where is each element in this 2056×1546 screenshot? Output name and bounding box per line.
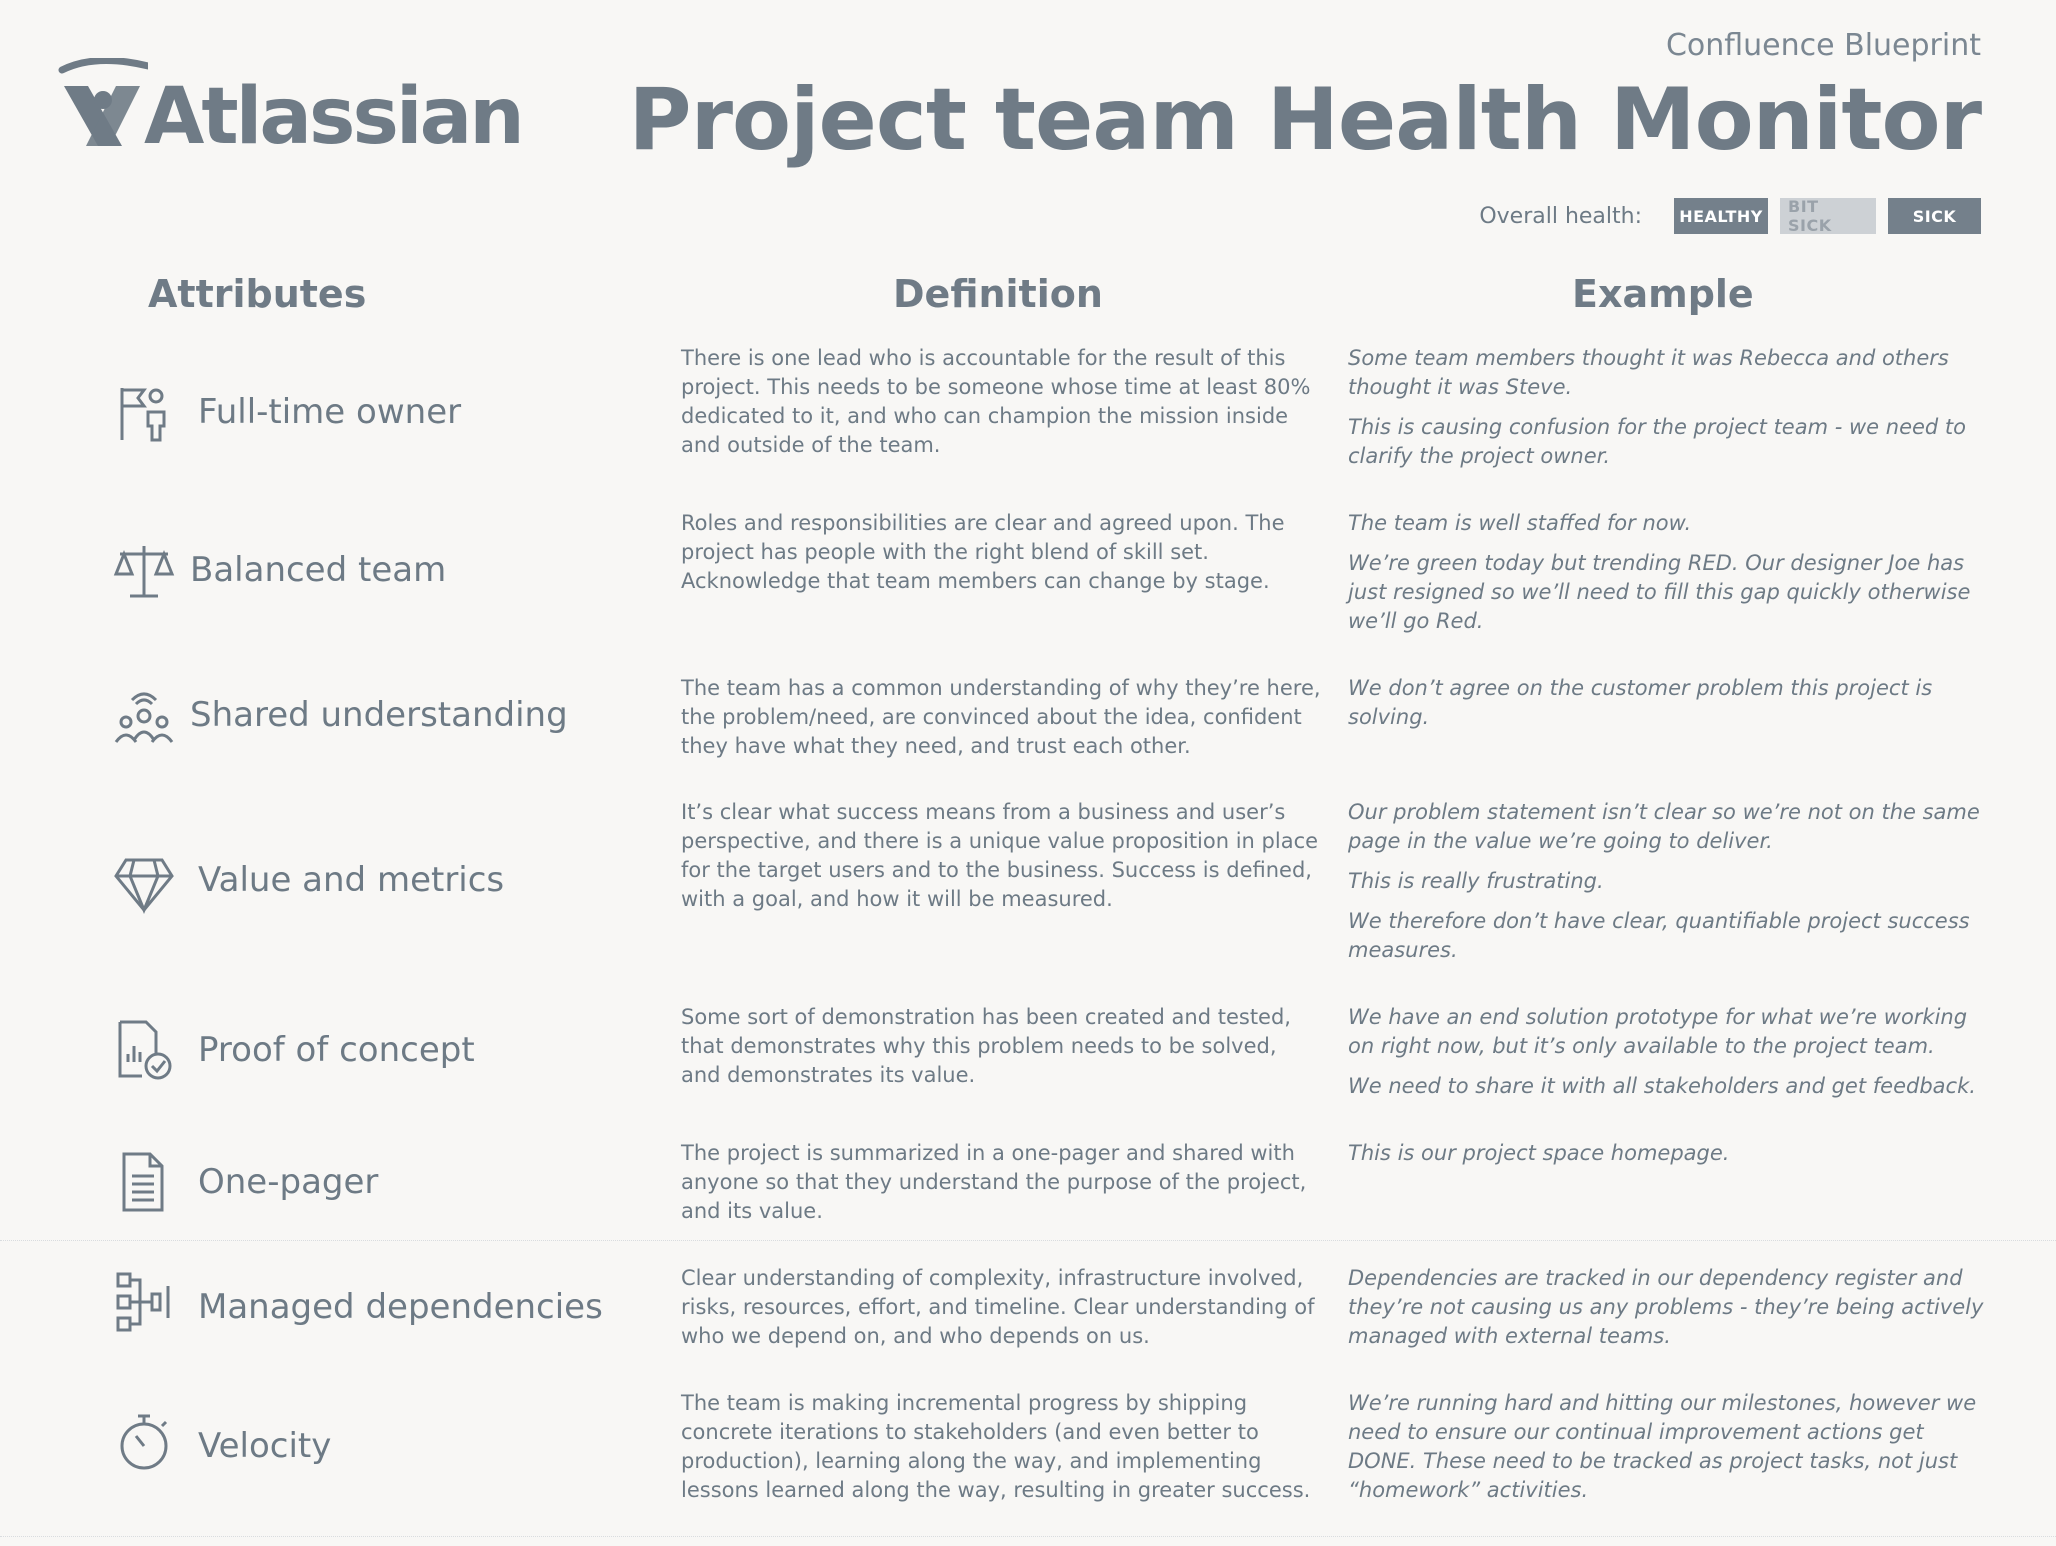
attribute-definition: There is one lead who is accountable for… [681,346,1311,457]
attribute-example: The team is well staffed for now. We’re … [1348,509,1988,647]
attribute-name: Full-time owner [198,392,462,432]
document-icon [112,1150,176,1214]
example-line: Our problem statement isn’t clear so we’… [1348,800,1980,853]
attribute-definition: Roles and responsibilities are clear and… [681,511,1285,593]
attribute-name: One-pager [198,1162,379,1202]
stopwatch-icon [112,1410,176,1474]
column-header-definition: Definition [893,272,1103,316]
attribute-definition: Clear understanding of complexity, infra… [681,1266,1315,1348]
example-line: We’re running hard and hitting our miles… [1348,1391,1977,1502]
health-healthy-button[interactable]: HEALTHY [1674,198,1768,234]
example-line: We have an end solution prototype for wh… [1348,1005,1968,1058]
attribute-name: Velocity [198,1426,332,1466]
attribute-definition: The team has a common understanding of w… [681,676,1321,758]
attribute-example: Some team members thought it was Rebecca… [1348,344,1988,482]
attribute-example: Our problem statement isn’t clear so we’… [1348,798,1988,976]
flag-person-icon [112,382,176,446]
health-label: Overall health: [1479,203,1642,229]
dependencies-icon [112,1270,176,1334]
attribute-name: Managed dependencies [198,1287,603,1327]
attribute-example: We don’t agree on the customer problem t… [1348,674,1988,743]
example-line: Some team members thought it was Rebecca… [1348,346,1949,399]
example-line: We need to share it with all stakeholder… [1348,1074,1976,1098]
attribute-name: Shared understanding [190,695,568,735]
example-line: Dependencies are tracked in our dependen… [1348,1266,1984,1348]
example-line: This is really frustrating. [1348,869,1604,893]
diamond-icon [112,852,176,916]
attribute-name: Proof of concept [198,1030,475,1070]
atlassian-mark-icon [58,58,148,146]
attribute-example: We’re running hard and hitting our miles… [1348,1389,1988,1516]
health-bit-sick-button[interactable]: BIT SICK [1780,197,1876,235]
example-line: The team is well staffed for now. [1348,511,1692,535]
logo-wordmark: Atlassian [144,72,525,162]
divider [0,1240,2056,1242]
attribute-example: We have an end solution prototype for wh… [1348,1003,1988,1112]
atlassian-logo: Atlassian [58,58,525,178]
example-line: We therefore don’t have clear, quantifia… [1348,909,1970,962]
page-title: Project team Health Monitor [628,70,1982,170]
column-header-attributes: Attributes [148,272,367,316]
scales-icon [112,540,176,604]
example-line: This is our project space homepage. [1348,1141,1730,1165]
example-line: We’re green today but trending RED. Our … [1348,551,1971,633]
attribute-definition: Some sort of demonstration has been crea… [681,1005,1291,1087]
health-sick-button[interactable]: SICK [1888,198,1981,234]
attribute-name: Value and metrics [198,860,505,900]
attribute-example: This is our project space homepage. [1348,1139,1988,1179]
attribute-definition: It’s clear what success means from a bus… [681,800,1319,911]
document-check-icon [112,1018,176,1082]
group-icon [112,686,176,750]
blueprint-label: Confluence Blueprint [1665,28,1981,63]
attribute-name: Balanced team [190,550,447,590]
divider [0,1536,2056,1538]
example-line: This is causing confusion for the projec… [1348,415,1966,468]
example-line: We don’t agree on the customer problem t… [1348,676,1933,729]
attribute-definition: The project is summarized in a one-pager… [681,1141,1307,1223]
attribute-definition: The team is making incremental progress … [681,1391,1311,1502]
overall-health: Overall health: HEALTHY BIT SICK SICK [1479,197,1981,235]
column-header-example: Example [1572,272,1754,316]
attribute-example: Dependencies are tracked in our dependen… [1348,1264,1988,1362]
